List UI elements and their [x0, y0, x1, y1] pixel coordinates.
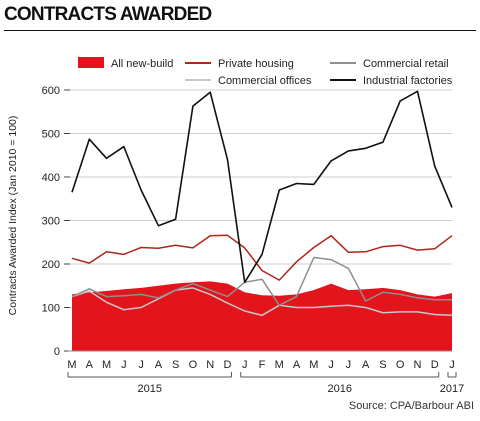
legend: All new-build Private housing Commercial r…	[78, 57, 453, 87]
x-tick-label: J	[449, 359, 455, 371]
legend-swatch	[78, 57, 104, 68]
legend-item-1: Private housing	[185, 58, 294, 70]
y-tick-label: 200	[42, 259, 60, 271]
x-tick-label: O	[189, 359, 198, 371]
series-line-private-housing	[71, 234, 453, 281]
x-tick-label: J	[346, 359, 352, 371]
x-tick-label: S	[172, 359, 179, 371]
y-tick-label: 600	[42, 85, 60, 97]
legend-label: Industrial factories	[363, 75, 453, 87]
series-area-all-new-build	[72, 281, 452, 351]
y-axis-label: Contracts Awarded Index (Jan 2010 = 100)	[7, 116, 19, 316]
x-tick-label: A	[362, 359, 370, 371]
x-tick-label: M	[67, 359, 76, 371]
title-rule	[4, 30, 476, 31]
plot-area	[68, 90, 453, 352]
y-tick-label: 400	[42, 172, 60, 184]
legend-label: All new-build	[111, 58, 173, 70]
legend-label: Commercial offices	[218, 75, 312, 87]
legend-item-3: Commercial offices	[185, 75, 312, 87]
y-tick-label: 100	[42, 303, 60, 315]
x-tick-label: M	[309, 359, 318, 371]
series-line-industrial-factories	[71, 90, 453, 284]
x-tick-label: F	[259, 359, 266, 371]
series-line-commercial-offices	[71, 287, 453, 317]
x-tick-label: J	[328, 359, 334, 371]
x-tick-label: A	[86, 359, 94, 371]
legend-item-4: Industrial factories	[330, 75, 453, 87]
x-tick-label: N	[413, 359, 421, 371]
x-tick-label: D	[223, 359, 231, 371]
legend-label: Private housing	[218, 58, 294, 70]
x-tick-label: M	[102, 359, 111, 371]
year-label: 2016	[327, 383, 351, 395]
legend-item-2: Commercial retail	[330, 58, 449, 70]
x-tick-label: M	[275, 359, 284, 371]
year-label: 2017	[440, 383, 464, 395]
y-axis: 0 100 200 300 400 500 600 Contracts Awarded Ind…	[7, 85, 70, 358]
x-tick-label: J	[138, 359, 144, 371]
x-tick-label: O	[396, 359, 405, 371]
y-tick-label: 500	[42, 129, 60, 141]
legend-item-0: All new-build	[78, 57, 173, 70]
y-tick-label: 0	[54, 346, 60, 358]
series-line-commercial-retail	[71, 256, 452, 307]
year-label: 2015	[137, 383, 161, 395]
x-tick-label: D	[431, 359, 439, 371]
x-tick-label: N	[206, 359, 214, 371]
y-tick-label: 300	[42, 216, 60, 228]
x-tick-label: A	[155, 359, 163, 371]
chart-title: CONTRACTS AWARDED	[4, 4, 212, 25]
source-note: Source: CPA/Barbour ABI	[348, 400, 474, 412]
x-tick-label: S	[379, 359, 386, 371]
x-tick-label: J	[121, 359, 127, 371]
x-tick-label: J	[242, 359, 248, 371]
x-tick-label: A	[293, 359, 301, 371]
legend-label: Commercial retail	[363, 58, 449, 70]
